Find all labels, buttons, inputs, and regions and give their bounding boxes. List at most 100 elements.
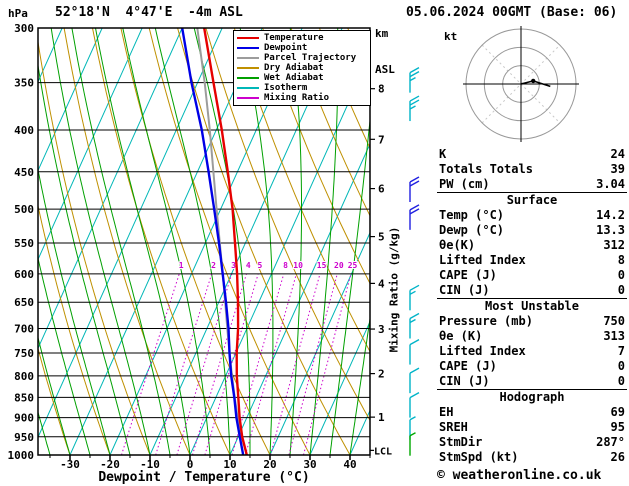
panel-row-label: StmSpd (kt) (439, 450, 519, 464)
svg-text:30: 30 (303, 458, 316, 471)
mixing-ratio-axis-label: Mixing Ratio (g/kg) (387, 226, 401, 353)
panel-row-value: 95 (610, 420, 625, 434)
wind-barb (409, 367, 420, 394)
svg-text:900: 900 (14, 412, 34, 425)
svg-text:-30: -30 (60, 458, 80, 471)
panel-row: Temp (°C) 14.2 (437, 208, 627, 223)
svg-text:3: 3 (231, 261, 236, 270)
svg-text:600: 600 (14, 268, 34, 281)
svg-text:10: 10 (223, 458, 236, 471)
temperature-curve (203, 28, 248, 455)
svg-text:-10: -10 (140, 458, 160, 471)
svg-text:300: 300 (14, 22, 34, 35)
svg-text:8: 8 (378, 83, 385, 96)
datetime-title: 05.06.2024 00GMT (Base: 06) (406, 5, 618, 20)
svg-text:700: 700 (14, 323, 34, 336)
legend-label: Wet Adiabat (264, 73, 324, 83)
panel-row-label: CIN (J) (439, 374, 490, 388)
panel-row-value: 39 (610, 162, 625, 176)
panel-section: Most Unstable Pressure (mb) 750 θe (K) 313 Li… (437, 298, 627, 389)
panel-row-value: 69 (610, 405, 625, 419)
panel-row-value: 287° (596, 435, 625, 449)
svg-text:40: 40 (343, 458, 356, 471)
legend-label: Dry Adiabat (264, 63, 324, 73)
panel-row: θe(K) 312 (437, 238, 627, 253)
svg-text:650: 650 (14, 296, 34, 309)
wind-barb (409, 312, 420, 339)
panel-row: SREH 95 (437, 420, 627, 435)
legend-label: Mixing Ratio (264, 93, 330, 103)
svg-text:1: 1 (378, 411, 385, 424)
legend-item: Dry Adiabat (237, 63, 367, 73)
legend-label: Parcel Trajectory (264, 53, 357, 63)
panel-row-label: StmDir (439, 435, 483, 449)
storm-motion-dot (531, 78, 536, 84)
legend-label: Temperature (264, 33, 324, 43)
svg-text:1: 1 (179, 261, 184, 270)
panel-row: Lifted Index 7 (437, 344, 627, 359)
panel-row-label: Pressure (mb) (439, 314, 533, 328)
station-title: 52°18'N 4°47'E -4m ASL (55, 5, 243, 20)
panel-row: Pressure (mb) 750 (437, 314, 627, 329)
legend-item: Mixing Ratio (237, 93, 367, 103)
panel-row: CAPE (J) 0 (437, 359, 627, 374)
legend-item: Temperature (237, 33, 367, 43)
panel-row-value: 0 (617, 374, 625, 388)
panel-row-label: CIN (J) (439, 283, 490, 297)
wind-barb (409, 176, 420, 203)
panel-row-value: 313 (603, 329, 625, 343)
legend-swatch (237, 47, 259, 49)
svg-text:3: 3 (378, 323, 385, 336)
panel-row-label: PW (cm) (439, 177, 490, 191)
svg-text:800: 800 (14, 370, 34, 383)
wind-barb (409, 416, 416, 440)
svg-text:950: 950 (14, 431, 34, 444)
panel-row-value: 24 (610, 147, 625, 161)
dewpoint-curve (181, 28, 245, 455)
svg-text:20: 20 (263, 458, 276, 471)
panel-row-label: SREH (439, 420, 468, 434)
temperature-axis-label: Dewpoint / Temperature (°C) (98, 470, 310, 485)
panel-row: StmSpd (kt) 26 (437, 450, 627, 465)
svg-text:2: 2 (378, 368, 385, 381)
svg-text:850: 850 (14, 391, 34, 404)
panel-row-value: 26 (610, 450, 625, 464)
svg-text:0: 0 (187, 458, 194, 471)
panel-row: CIN (J) 0 (437, 283, 627, 298)
svg-text:15: 15 (317, 261, 327, 270)
svg-text:7: 7 (378, 133, 385, 146)
wind-barb (409, 95, 420, 122)
legend-swatch (237, 87, 259, 89)
svg-text:25: 25 (348, 261, 358, 270)
svg-text:500: 500 (14, 203, 34, 216)
legend-swatch (237, 57, 259, 59)
panel-row-value: 14.2 (596, 208, 625, 222)
svg-text:20: 20 (334, 261, 344, 270)
svg-text:6: 6 (378, 183, 385, 196)
chart-legend: Temperature Dewpoint Parcel Trajectory Dry … (233, 30, 371, 106)
legend-item: Isotherm (237, 83, 367, 93)
wind-barb (409, 432, 416, 456)
svg-text:5: 5 (378, 231, 385, 244)
panel-row: EH 69 (437, 405, 627, 420)
legend-swatch (237, 37, 259, 39)
panel-row-label: Temp (°C) (439, 208, 505, 222)
legend-item: Parcel Trajectory (237, 53, 367, 63)
wind-barb (409, 338, 420, 365)
panel-row-label: EH (439, 405, 454, 419)
km-asl-axis-label: km ASL (375, 4, 402, 100)
svg-text:750: 750 (14, 347, 34, 360)
panel-row-value: 0 (617, 283, 625, 297)
hodograph-plot (463, 26, 579, 142)
lcl-label: LCL (374, 446, 392, 457)
legend-swatch (237, 67, 259, 69)
hodograph-unit-label: kt (444, 30, 458, 43)
wind-barb (409, 284, 420, 311)
svg-text:5: 5 (258, 261, 263, 270)
wind-barb (409, 204, 420, 230)
panel-row-value: 13.3 (596, 223, 625, 237)
copyright-watermark: © weatheronline.co.uk (437, 468, 602, 483)
svg-text:-20: -20 (100, 458, 120, 471)
